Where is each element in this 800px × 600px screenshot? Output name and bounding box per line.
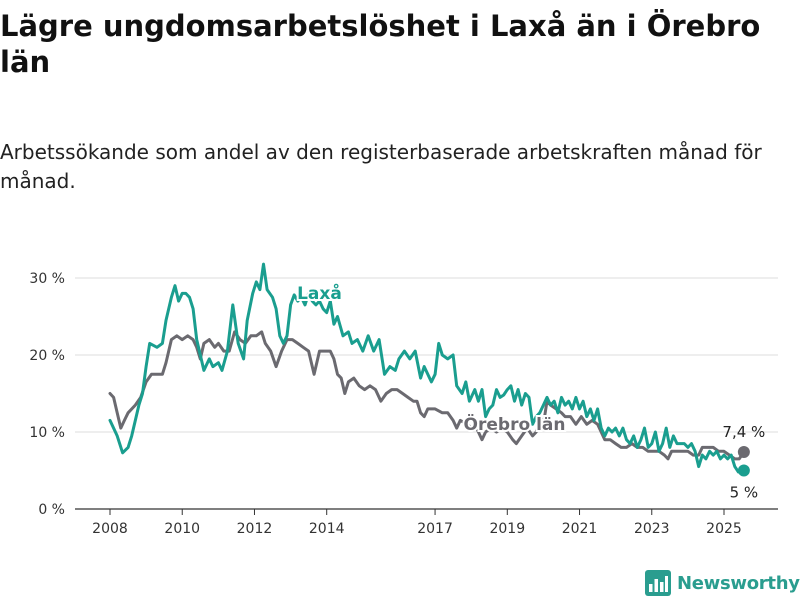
- newsworthy-logo-text: Newsworthy: [677, 572, 800, 594]
- x-tick-label: 2012: [237, 521, 273, 537]
- newsworthy-logo: Newsworthy: [645, 568, 800, 598]
- annotation-laxa: Laxå: [297, 282, 342, 304]
- x-tick-label: 2010: [164, 521, 200, 537]
- series-line-laxa: [108, 262, 746, 474]
- x-tick-label: 2023: [634, 521, 670, 537]
- x-tick-label: 2008: [92, 521, 128, 537]
- end-label-orebro: 7,4 %: [722, 423, 765, 441]
- end-label-laxa: 5 %: [730, 484, 759, 502]
- x-tick-label: 2014: [309, 521, 345, 537]
- end-point-laxa: [737, 464, 750, 477]
- annotation-orebro: Örebro län: [464, 413, 566, 435]
- series-line-orebro: [108, 330, 746, 461]
- x-tick-label: 2019: [489, 521, 525, 537]
- x-tick-label: 2021: [562, 521, 598, 537]
- end-point-orebro: [737, 446, 750, 459]
- y-tick-label: 30 %: [29, 271, 65, 287]
- chart-title: Lägre ungdomsarbetslöshet i Laxå än i Ör…: [0, 9, 761, 79]
- chart-subtitle: Arbetssökande som andel av den registerb…: [0, 140, 762, 193]
- y-tick-label: 0 %: [38, 502, 65, 518]
- x-tick-label: 2025: [706, 521, 742, 537]
- newsworthy-chart-icon: [645, 570, 671, 596]
- y-tick-label: 10 %: [29, 425, 65, 441]
- x-tick-label: 2017: [417, 521, 453, 537]
- y-tick-label: 20 %: [29, 348, 65, 364]
